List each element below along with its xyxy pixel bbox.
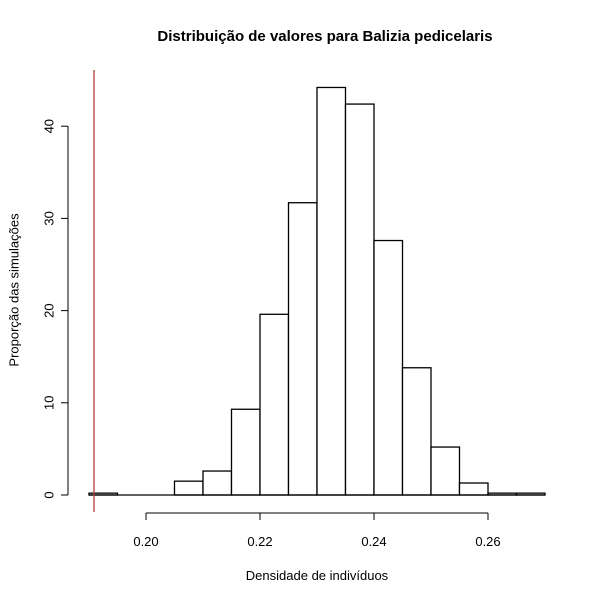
histogram-bar — [401, 367, 432, 496]
histogram-bar — [344, 103, 375, 496]
x-tick-label: 0.26 — [475, 534, 500, 549]
y-tick-label: 30 — [41, 211, 56, 225]
histogram-bar — [173, 480, 204, 496]
histogram-bar — [373, 239, 404, 496]
histogram-bar — [430, 446, 461, 496]
x-tick-label: 0.24 — [361, 534, 386, 549]
histogram-bars — [88, 86, 546, 496]
histogram-bar — [458, 482, 489, 496]
histogram-bar — [316, 86, 347, 496]
y-tick-label: 20 — [41, 303, 56, 317]
histogram-bar — [230, 408, 261, 496]
y-tick-label: 40 — [41, 119, 56, 133]
histogram-bar — [202, 470, 233, 496]
histogram-bar — [287, 202, 318, 496]
chart-title: Distribuição de valores para Balizia ped… — [157, 28, 493, 45]
x-tick-label: 0.20 — [133, 534, 158, 549]
y-tick-label: 10 — [41, 396, 56, 410]
x-axis-label: Densidade de indivíduos — [245, 568, 389, 583]
x-tick-label: 0.22 — [247, 534, 272, 549]
x-axis: 0.20 0.22 0.24 0.26 — [133, 512, 501, 549]
y-tick-label: 0 — [41, 491, 56, 498]
y-axis: 0 10 20 30 40 — [41, 119, 69, 499]
histogram-bar — [259, 313, 290, 496]
